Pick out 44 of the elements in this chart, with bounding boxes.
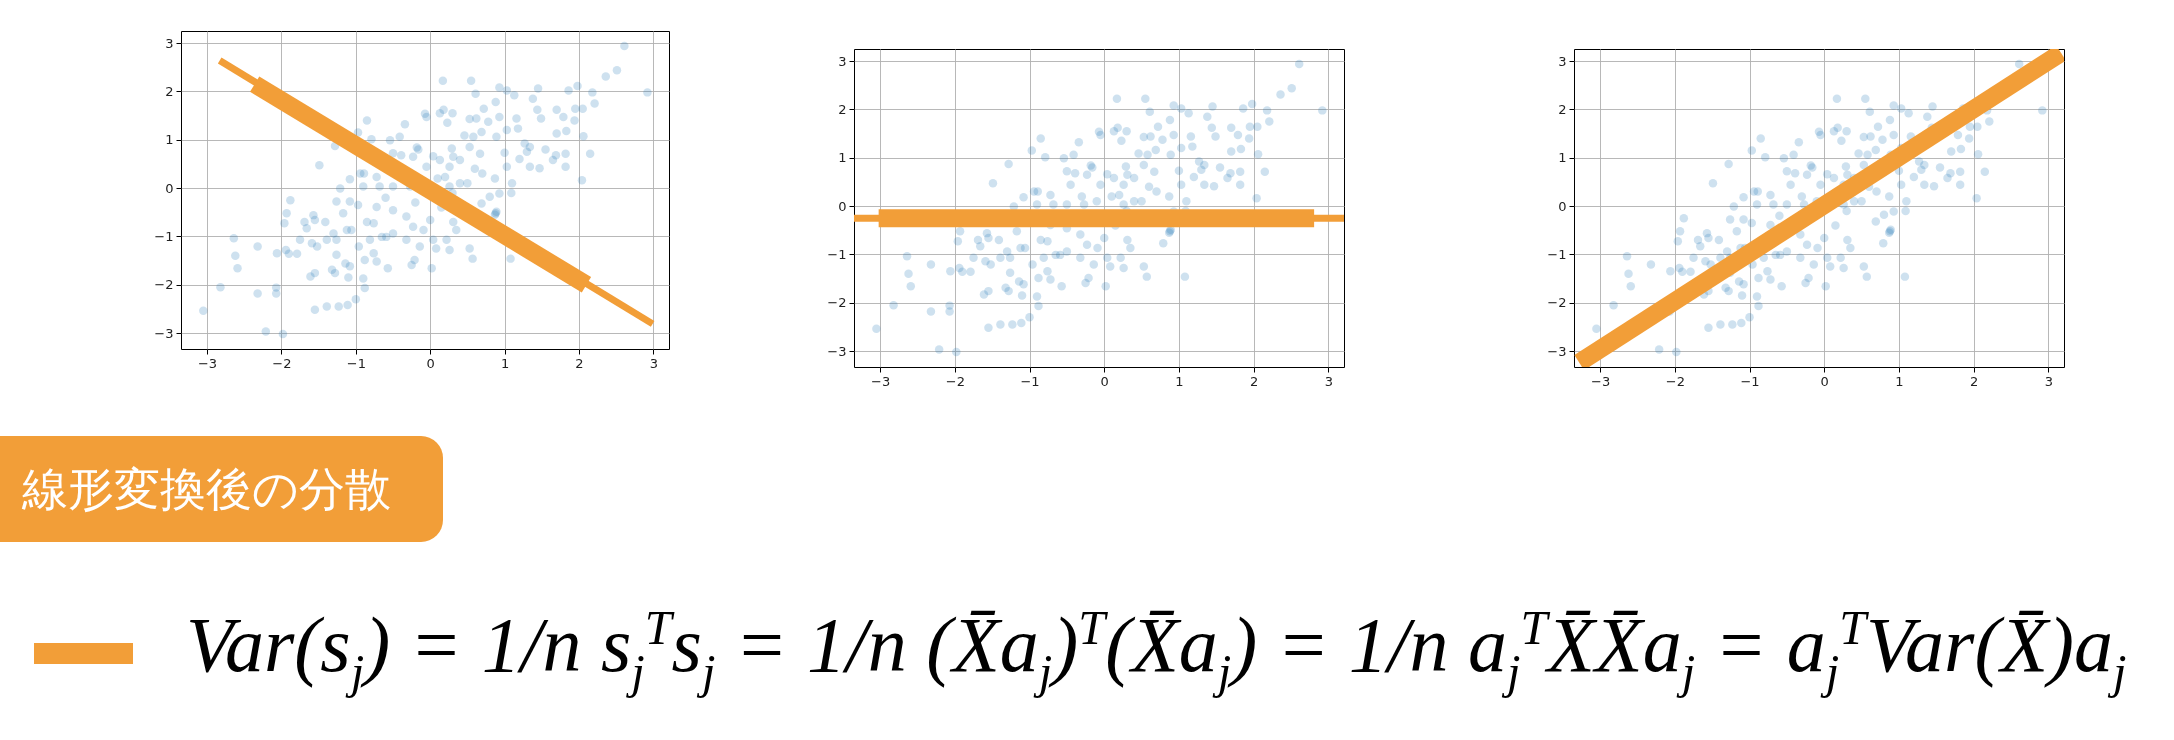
y-tick-label: −1 bbox=[154, 228, 174, 244]
y-tick-label: 2 bbox=[1558, 101, 1567, 117]
x-tick-label: 2 bbox=[1969, 373, 1979, 389]
x-tick-label: −1 bbox=[1740, 373, 1760, 389]
y-tick-label: −3 bbox=[154, 325, 174, 341]
x-tick-label: 3 bbox=[1324, 373, 1333, 389]
y-tick-label: −3 bbox=[827, 343, 847, 359]
y-tick-label: 1 bbox=[1558, 150, 1567, 166]
y-tick-label: 1 bbox=[838, 150, 847, 166]
text: Var(s$_{j}$) = 1/n s$_{j}$$^{T}$s$_{j}$ = 1/n (X̄a$_{j}$)$^{T}$(X̄a$_{j}$) = 1/n a$_{j}$$^{T}$X̄X̄a$_{j}$ = a$_{j}$$^{T}$Var(X̄)a$_{j}$ bbox=[186, 601, 2127, 698]
text: 線形変換後の分散 bbox=[22, 462, 391, 516]
y-tick-label: 3 bbox=[838, 53, 847, 69]
y-tick-label: 2 bbox=[165, 83, 174, 99]
x-tick-label: 0 bbox=[1820, 373, 1829, 389]
x-tick-label: 3 bbox=[2044, 373, 2053, 389]
x-tick-label: 2 bbox=[1249, 373, 1259, 389]
x-tick-label: 2 bbox=[575, 355, 584, 371]
y-tick-label: 3 bbox=[1558, 53, 1567, 69]
y-tick-label: 0 bbox=[838, 198, 847, 214]
y-tick-label: −3 bbox=[1547, 343, 1567, 359]
y-tick-label: 1 bbox=[165, 132, 174, 148]
y-tick-label: 2 bbox=[838, 101, 847, 117]
y-tick-label: −2 bbox=[154, 277, 174, 293]
y-tick-label: −2 bbox=[827, 295, 847, 311]
x-tick-label: −2 bbox=[945, 373, 965, 389]
x-tick-label: −3 bbox=[197, 355, 218, 371]
x-tick-label: 3 bbox=[649, 355, 659, 371]
x-tick-label: −3 bbox=[871, 373, 891, 389]
y-tick-label: 0 bbox=[165, 180, 174, 196]
x-tick-label: −2 bbox=[272, 355, 292, 371]
x-tick-label: −1 bbox=[346, 355, 366, 371]
x-tick-label: −1 bbox=[1020, 373, 1040, 389]
x-tick-label: 0 bbox=[1100, 373, 1109, 389]
x-tick-label: −2 bbox=[1665, 373, 1685, 389]
x-tick-label: 1 bbox=[500, 355, 510, 371]
x-tick-label: 1 bbox=[1895, 373, 1904, 389]
y-tick-label: 0 bbox=[1558, 198, 1567, 214]
x-tick-label: 0 bbox=[426, 355, 435, 371]
y-tick-label: −1 bbox=[827, 246, 847, 262]
y-tick-label: −2 bbox=[1547, 295, 1567, 311]
x-tick-label: −3 bbox=[1591, 373, 1611, 389]
x-tick-label: 1 bbox=[1175, 373, 1184, 389]
y-tick-label: −1 bbox=[1547, 246, 1567, 262]
y-tick-label: 3 bbox=[165, 35, 174, 51]
